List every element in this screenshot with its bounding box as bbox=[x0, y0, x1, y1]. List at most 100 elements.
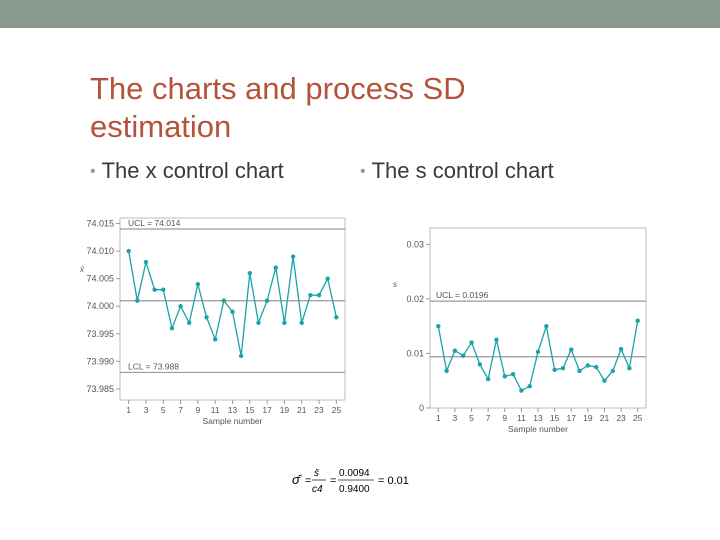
y-tick-label: 0.03 bbox=[406, 239, 424, 249]
data-point bbox=[593, 364, 599, 370]
x-tick-label: 23 bbox=[616, 413, 626, 423]
data-point bbox=[195, 281, 201, 287]
data-point bbox=[187, 320, 192, 325]
data-point bbox=[461, 353, 466, 358]
data-point bbox=[569, 347, 574, 352]
data-point bbox=[602, 378, 607, 383]
data-point bbox=[334, 315, 339, 320]
slide-title: The charts and process SD estimation bbox=[90, 71, 466, 144]
svg-text:=: = bbox=[305, 475, 311, 487]
formula-result: = 0.01 bbox=[378, 475, 409, 487]
data-point bbox=[552, 367, 557, 373]
bullet-dot-icon: • bbox=[90, 163, 96, 180]
y-tick-label: 0.01 bbox=[406, 348, 424, 358]
data-point bbox=[282, 320, 287, 325]
x-tick-label: 21 bbox=[297, 405, 307, 415]
x-tick-label: 13 bbox=[228, 405, 238, 415]
upper-control-limit-label: UCL = 74.014 bbox=[128, 218, 181, 228]
x-tick-label: 1 bbox=[126, 405, 131, 415]
x-tick-label: 25 bbox=[332, 405, 342, 415]
top-accent-bar bbox=[0, 0, 720, 28]
data-point bbox=[273, 265, 278, 270]
x-tick-label: 13 bbox=[533, 413, 543, 423]
x-tick-label: 17 bbox=[262, 405, 272, 415]
formula-sbar: s̄ bbox=[314, 468, 319, 479]
data-point bbox=[519, 388, 524, 393]
x-tick-label: 3 bbox=[453, 413, 458, 423]
y-axis-label: s bbox=[393, 280, 397, 289]
formula-num: 0.0094 bbox=[339, 468, 370, 479]
data-point bbox=[135, 298, 140, 303]
lower-control-limit-label: LCL = 73.988 bbox=[128, 361, 179, 371]
data-point bbox=[290, 254, 296, 259]
x-tick-label: 19 bbox=[280, 405, 290, 415]
data-point bbox=[585, 363, 591, 368]
x-tick-label: 1 bbox=[436, 413, 441, 423]
data-point bbox=[436, 323, 441, 329]
data-point bbox=[152, 287, 157, 292]
data-point bbox=[544, 323, 549, 329]
formula-c4: c4 bbox=[312, 484, 323, 495]
data-point bbox=[494, 337, 499, 343]
data-point bbox=[577, 368, 582, 374]
y-tick-label: 73.995 bbox=[86, 329, 114, 339]
y-tick-label: 74.005 bbox=[86, 274, 114, 284]
bullet-xbar-chart: • The x control chart bbox=[90, 158, 284, 184]
data-point bbox=[143, 259, 149, 265]
y-tick-label: 74.015 bbox=[86, 219, 114, 229]
data-point bbox=[230, 309, 235, 314]
x-tick-label: 5 bbox=[469, 413, 474, 423]
svg-text:=: = bbox=[330, 475, 336, 487]
data-point bbox=[527, 383, 532, 389]
data-point bbox=[212, 337, 218, 342]
data-point bbox=[627, 365, 632, 371]
data-point bbox=[510, 371, 516, 377]
x-axis-label: Sample number bbox=[508, 424, 568, 434]
data-point bbox=[126, 248, 131, 254]
data-point bbox=[256, 320, 261, 325]
x-tick-label: 25 bbox=[633, 413, 643, 423]
data-point bbox=[485, 376, 491, 382]
x-tick-label: 5 bbox=[161, 405, 166, 415]
x-tick-label: 15 bbox=[550, 413, 560, 423]
data-point bbox=[247, 270, 253, 276]
upper-control-limit-label: UCL = 0.0196 bbox=[436, 290, 489, 300]
bullet-dot-icon: • bbox=[360, 163, 366, 180]
series-line bbox=[437, 320, 639, 392]
data-point bbox=[502, 374, 507, 379]
y-axis-label: x̄ bbox=[79, 265, 85, 274]
bullet-xbar-text: The x control chart bbox=[101, 158, 284, 183]
data-point bbox=[169, 326, 175, 331]
x-tick-label: 7 bbox=[178, 405, 183, 415]
x-tick-label: 15 bbox=[245, 405, 255, 415]
y-tick-label: 0 bbox=[419, 403, 424, 413]
data-point bbox=[316, 293, 322, 298]
x-tick-label: 9 bbox=[502, 413, 507, 423]
x-tick-label: 3 bbox=[144, 405, 149, 415]
data-point bbox=[161, 287, 166, 292]
data-point bbox=[618, 346, 624, 352]
bullet-s-chart: • The s control chart bbox=[360, 158, 554, 184]
data-point bbox=[221, 298, 227, 303]
y-tick-label: 74.010 bbox=[86, 246, 114, 256]
data-point bbox=[635, 318, 640, 323]
data-point bbox=[264, 298, 270, 303]
formula-den: 0.9400 bbox=[339, 484, 370, 495]
data-point bbox=[299, 320, 304, 325]
x-tick-label: 17 bbox=[566, 413, 576, 423]
bullet-s-text: The s control chart bbox=[371, 158, 554, 183]
series-line bbox=[128, 250, 337, 357]
x-tick-label: 9 bbox=[196, 405, 201, 415]
x-axis-label: Sample number bbox=[202, 416, 262, 426]
data-point bbox=[452, 348, 458, 353]
formula-sigma-hat: σ̂ bbox=[292, 472, 303, 487]
data-point bbox=[308, 293, 313, 298]
x-tick-label: 21 bbox=[600, 413, 610, 423]
data-point bbox=[444, 368, 449, 374]
data-point bbox=[325, 276, 330, 281]
x-tick-label: 23 bbox=[314, 405, 324, 415]
plot-frame bbox=[429, 227, 647, 409]
data-point bbox=[204, 315, 209, 320]
y-tick-label: 73.990 bbox=[86, 356, 114, 366]
